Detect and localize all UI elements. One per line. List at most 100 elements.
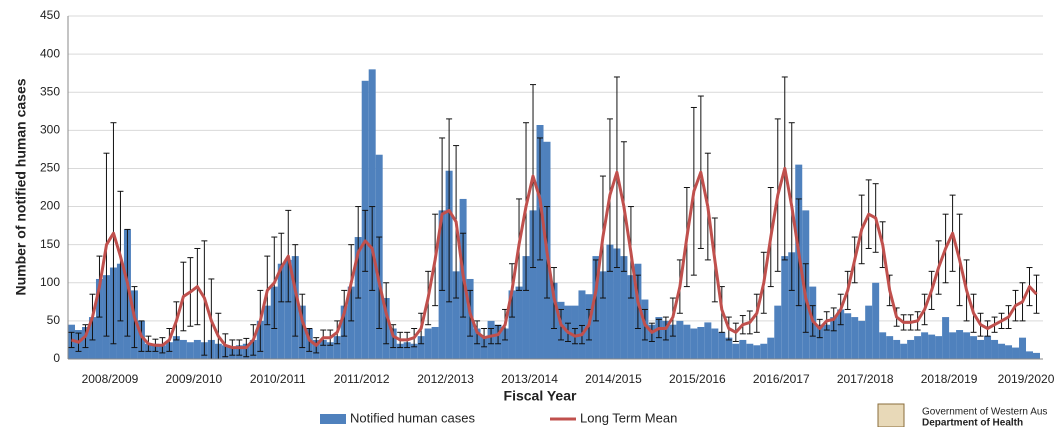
bar: [998, 343, 1006, 359]
bar: [277, 263, 285, 359]
bar: [767, 337, 775, 359]
bar: [851, 317, 859, 359]
legend-label: Long Term Mean: [580, 410, 677, 425]
bar: [907, 339, 915, 359]
x-tick-label: 2011/2012: [334, 372, 390, 386]
bar: [690, 328, 698, 359]
mean-line: [71, 166, 1038, 350]
bar: [326, 342, 334, 359]
bar: [186, 342, 194, 359]
bar: [333, 336, 341, 359]
bar: [753, 345, 761, 359]
error-bar: [1033, 274, 1040, 314]
bar: [613, 248, 621, 359]
bar: [718, 332, 726, 359]
bar: [816, 324, 824, 359]
bar: [697, 326, 705, 359]
x-tick-label: 2012/2013: [417, 372, 474, 386]
bar: [669, 324, 677, 359]
bar: [1019, 337, 1027, 359]
bar: [781, 256, 789, 359]
bar: [319, 339, 327, 359]
y-tick-label: 200: [40, 199, 60, 213]
logo-line2: Department of Health: [922, 418, 1023, 427]
y-tick-label: 350: [40, 84, 60, 98]
bar: [935, 336, 943, 359]
bar: [760, 343, 768, 359]
bar: [95, 278, 103, 359]
x-tick-label: 2010/2011: [250, 372, 306, 386]
bar: [676, 320, 684, 359]
x-tick-label: 2013/2014: [501, 372, 558, 386]
bar: [1033, 352, 1040, 359]
legend-label: Notified human cases: [350, 410, 476, 425]
bar: [991, 339, 999, 359]
bar: [739, 339, 747, 359]
x-tick-label: 2019/2020: [998, 372, 1055, 386]
logo-line1: Government of Western Aus: [922, 407, 1047, 418]
bar: [914, 336, 922, 359]
legend-swatch: [320, 414, 346, 424]
bar: [417, 336, 425, 359]
bar: [284, 259, 292, 359]
bar: [746, 343, 754, 359]
bar: [529, 210, 537, 359]
bar: [1005, 345, 1013, 359]
bar: [858, 320, 866, 359]
bar: [606, 244, 614, 359]
bar: [725, 337, 733, 359]
y-tick-label: 150: [40, 237, 60, 251]
bar: [844, 313, 852, 359]
bar: [410, 343, 418, 359]
bar: [452, 271, 460, 359]
bar: [704, 322, 712, 359]
x-tick-label: 2015/2016: [669, 372, 726, 386]
bar: [788, 252, 796, 359]
bar: [620, 256, 628, 359]
bar: [179, 339, 187, 359]
x-tick-label: 2009/2010: [166, 372, 223, 386]
bar: [522, 256, 530, 359]
bar: [627, 275, 635, 359]
y-tick-label: 0: [53, 351, 60, 365]
bar: [942, 317, 950, 359]
y-tick-label: 450: [40, 8, 60, 22]
bar: [599, 271, 607, 359]
bar: [501, 328, 509, 359]
bar: [886, 336, 894, 359]
bar: [893, 339, 901, 359]
bar: [830, 317, 838, 359]
bar: [732, 343, 740, 359]
bar: [263, 305, 271, 359]
bar: [1012, 347, 1020, 359]
bar: [872, 282, 880, 359]
y-tick-label: 100: [40, 275, 60, 289]
bar: [956, 330, 964, 359]
bar: [480, 336, 488, 359]
bar: [921, 332, 929, 359]
bar: [900, 343, 908, 359]
y-tick-label: 400: [40, 46, 60, 60]
bar: [949, 332, 957, 359]
bar: [508, 290, 516, 359]
x-tick-label: 2017/2018: [837, 372, 894, 386]
x-tick-label: 2018/2019: [921, 372, 978, 386]
x-tick-label: 2016/2017: [753, 372, 810, 386]
logo-crest: [877, 403, 905, 427]
bar: [823, 324, 831, 359]
y-tick-label: 250: [40, 161, 60, 175]
y-tick-label: 300: [40, 123, 60, 137]
bar: [963, 332, 971, 359]
bar: [865, 305, 873, 359]
y-tick-label: 50: [47, 313, 61, 327]
bar: [396, 343, 404, 359]
bar: [193, 339, 201, 359]
bar: [403, 342, 411, 359]
bar: [984, 336, 992, 359]
bar: [879, 332, 887, 359]
y-axis-title: Number of notified human cases: [13, 78, 29, 295]
bar: [711, 328, 719, 359]
bar: [970, 336, 978, 359]
bar: [172, 336, 180, 359]
